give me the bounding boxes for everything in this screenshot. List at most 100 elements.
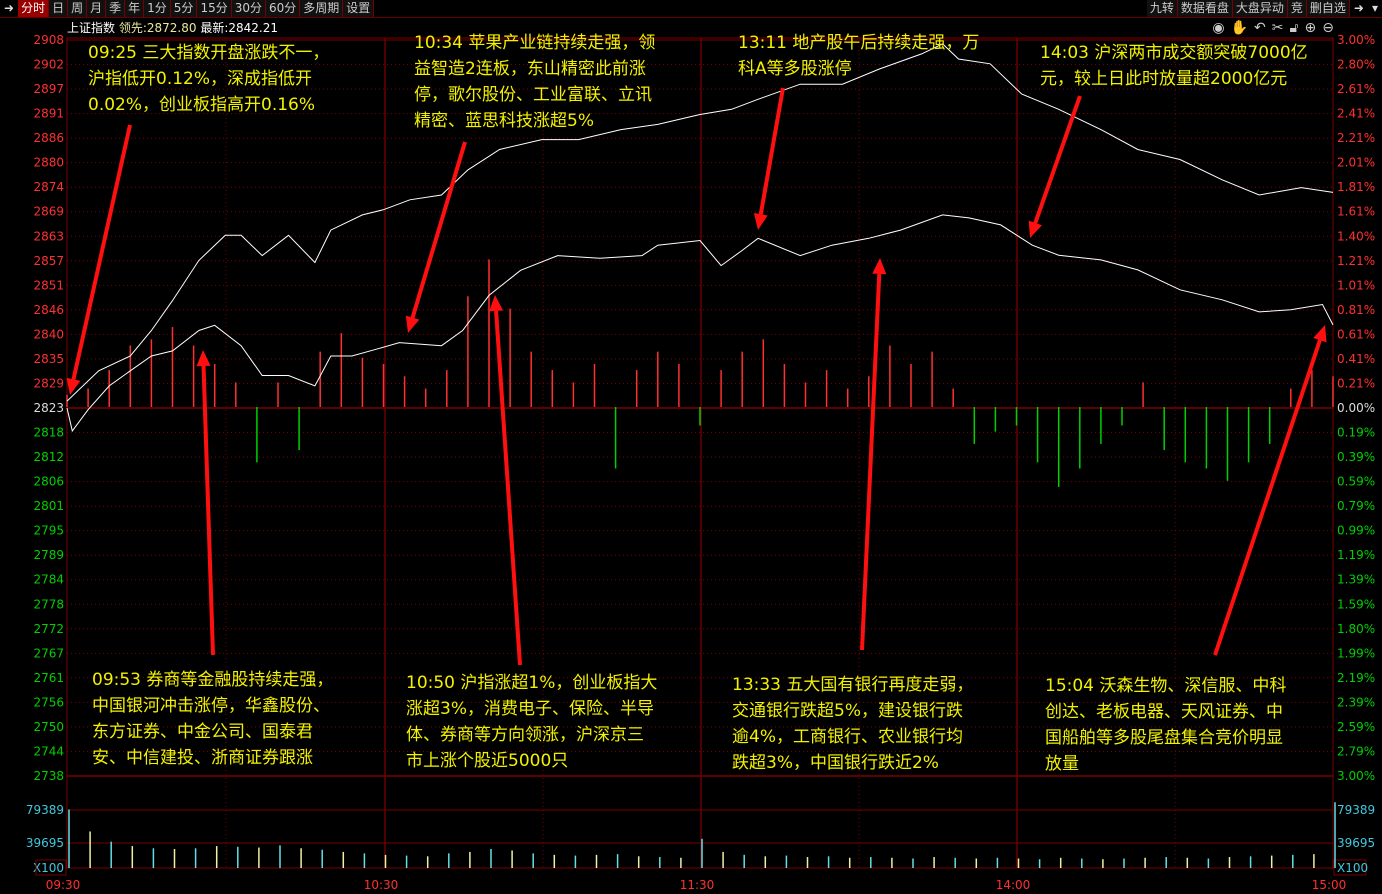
tab-4[interactable]: 季 — [106, 0, 126, 17]
tab-10[interactable]: 60分 — [266, 0, 301, 17]
volume-tick: 39695 — [26, 836, 64, 850]
toolbar-button-1[interactable]: 数据看盘 — [1177, 0, 1233, 17]
price-tick: 2857 — [33, 254, 64, 268]
price-tick: 2789 — [33, 548, 64, 562]
price-tick: 2801 — [33, 499, 64, 513]
annotation-line: 13:11 地产股午后持续走强，万 — [738, 33, 980, 53]
annotation-line: 体、券商等方向领涨，沪深京三 — [406, 725, 644, 745]
time-tick: 09:30 — [46, 878, 81, 892]
price-tick: 2744 — [33, 744, 64, 758]
pct-tick: 1.80% — [1337, 622, 1375, 636]
pct-tick: 3.00% — [1337, 33, 1375, 47]
annotation-arrow — [1213, 339, 1322, 656]
annotation-6: 14:03 沪深两市成交额突破7000亿 元，较上日此时放量超2000亿元 — [1040, 40, 1308, 92]
index-name: 上证指数 — [67, 21, 116, 35]
pct-tick: 0.00% — [1337, 401, 1375, 415]
pct-tick: 0.39% — [1337, 450, 1375, 464]
tab-5[interactable]: 年 — [125, 0, 145, 17]
arrow-head-icon — [753, 213, 768, 230]
annotation-arrow — [71, 124, 132, 380]
lead-label: 领先: — [118, 21, 147, 35]
dropdown-icon[interactable]: ▾ — [1371, 1, 1378, 15]
pct-tick: 3.00% — [1337, 769, 1375, 783]
tab-11[interactable]: 多周期 — [300, 0, 344, 17]
price-tick: 2738 — [33, 769, 64, 783]
cut-icon[interactable]: ✂ — [1271, 20, 1284, 36]
annotation-arrow — [758, 87, 785, 215]
tab-3[interactable]: 月 — [87, 0, 107, 17]
annotation-line: 市上涨个股近5000只 — [406, 751, 569, 771]
price-tick: 2851 — [33, 278, 64, 292]
pct-tick: 0.19% — [1337, 426, 1375, 440]
toolbar-button-0[interactable]: 九转 — [1146, 0, 1178, 17]
info-bar: 上证指数 领先:2872.80 最新:2842.21 — [67, 20, 278, 36]
annotation-7: 15:04 沃森生物、深信服、中科 创达、老板电器、天风证券、中 国船舶等多股尾盘集… — [1045, 673, 1286, 777]
annotation-line: 东方证券、中金公司、国泰君 — [92, 722, 313, 742]
toolbar-button-3[interactable]: 竞 — [1287, 0, 1307, 17]
annotation-line: 09:25 三大指数开盘涨跌不一， — [88, 43, 330, 63]
pct-tick: 2.79% — [1337, 744, 1375, 758]
zoom-in-icon[interactable]: ⊕ — [1304, 20, 1317, 36]
annotation-line: 中国银河冲击涨停，华鑫股份、 — [92, 696, 330, 716]
zoom-out-icon[interactable]: ⊖ — [1322, 20, 1334, 36]
toolbar-button-4[interactable]: 删自选 — [1306, 0, 1350, 17]
pct-tick: 1.40% — [1337, 229, 1375, 243]
tab-8[interactable]: 15分 — [197, 0, 232, 17]
price-tick: 2835 — [33, 352, 64, 366]
pct-tick: 1.59% — [1337, 597, 1375, 611]
price-tick: 2772 — [33, 622, 64, 636]
price-tick: 2886 — [33, 131, 64, 145]
tab-12[interactable]: 设置 — [343, 0, 375, 17]
tab-7[interactable]: 5分 — [170, 0, 198, 17]
volume-tick-right: 79389 — [1337, 803, 1375, 817]
pct-tick: 0.59% — [1337, 475, 1375, 489]
price-tick: 2891 — [33, 107, 64, 121]
arrow-head-icon — [489, 295, 504, 312]
tab-0[interactable]: 分时 — [18, 0, 50, 17]
price-tick: 2846 — [33, 303, 64, 317]
time-tick: 14:00 — [996, 878, 1031, 892]
annotation-line: 0.02%，创业板指高开0.16% — [88, 95, 316, 115]
annotation-5: 13:33 五大国有银行再度走弱， 交通银行跌超5%，建设银行跌 逾4%，工商银行、… — [732, 672, 973, 776]
time-tick: 15:00 — [1312, 878, 1347, 892]
pct-tick: 2.80% — [1337, 58, 1375, 72]
annotation-line: 元，较上日此时放量超2000亿元 — [1040, 69, 1288, 89]
pct-tick: 1.61% — [1337, 205, 1375, 219]
pct-tick: 2.19% — [1337, 671, 1375, 685]
annotation-line: 精密、蓝思科技涨超5% — [414, 111, 594, 131]
arrow-head-icon — [1313, 325, 1327, 343]
pct-tick: 0.79% — [1337, 499, 1375, 513]
annotation-line: 涨超3%，消费电子、保险、半导 — [406, 699, 654, 719]
undo-icon[interactable]: ↶ — [1253, 20, 1266, 36]
annotation-arrow — [1033, 95, 1082, 224]
annotation-line: 创达、老板电器、天风证券、中 — [1045, 702, 1283, 722]
pct-tick: 1.19% — [1337, 548, 1375, 562]
annotation-arrow — [201, 365, 215, 656]
expand-arrow-icon[interactable]: ➜ — [1353, 1, 1364, 15]
tab-1[interactable]: 日 — [49, 0, 69, 17]
pct-tick: 1.81% — [1337, 180, 1375, 194]
annotation-4: 13:11 地产股午后持续走强，万 科A等多股涨停 — [738, 30, 979, 82]
lock-icon[interactable]: 🔓︎ — [1289, 20, 1299, 36]
arrow-head-icon — [405, 315, 420, 333]
pct-tick: 1.21% — [1337, 254, 1375, 268]
tab-9[interactable]: 30分 — [231, 0, 266, 17]
annotation-line: 10:34 苹果产业链持续走强，领 — [414, 33, 656, 53]
lead-value: 2872.80 — [146, 21, 197, 35]
eye-icon[interactable]: ◉ — [1212, 20, 1225, 36]
price-tick: 2784 — [33, 573, 64, 587]
collapse-arrow-icon[interactable]: ➜ — [4, 1, 15, 15]
tab-2[interactable]: 周 — [68, 0, 88, 17]
pct-tick: 2.39% — [1337, 695, 1375, 709]
price-tick: 2869 — [33, 205, 64, 219]
arrow-head-icon — [872, 258, 887, 275]
annotation-line: 放量 — [1045, 754, 1079, 774]
hand-icon[interactable]: ✋ — [1230, 20, 1248, 36]
last-value: 2842.21 — [228, 21, 279, 35]
tab-6[interactable]: 1分 — [144, 0, 171, 17]
price-tick: 2823 — [33, 401, 64, 415]
price-tick: 2767 — [33, 646, 64, 660]
toolbar-button-2[interactable]: 大盘异动 — [1232, 0, 1288, 17]
price-tick: 2795 — [33, 524, 64, 538]
